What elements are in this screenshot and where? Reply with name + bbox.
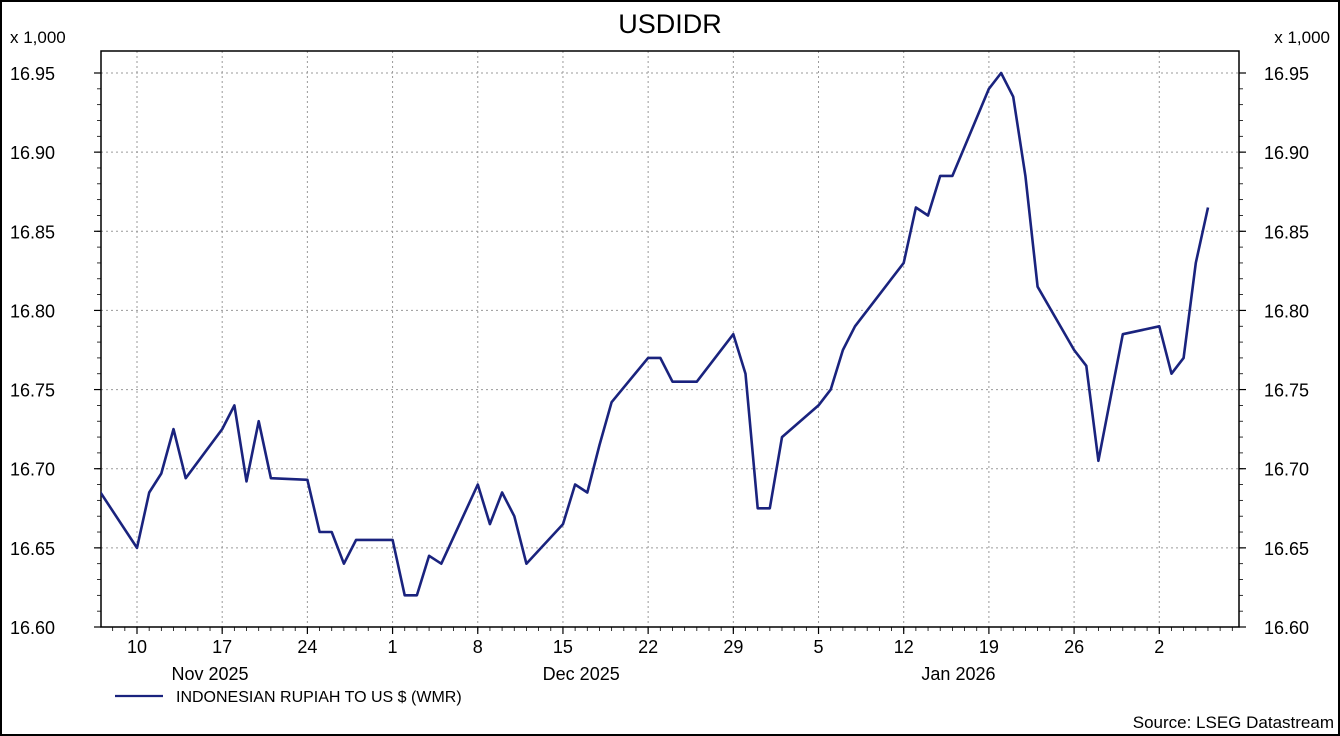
y-tick-label: 16.60 [1264,618,1309,638]
x-tick-label: 26 [1064,637,1084,657]
right-y-axis: 16.95 16.90 16.85 16.80 16.75 16.70 16.65 16.60 [1239,64,1309,638]
source-note: Source: LSEG Datastream [1133,713,1334,732]
x-tick-label: 8 [473,637,483,657]
x-tick-label: 22 [638,637,658,657]
y-tick-label: 16.75 [1264,381,1309,401]
y-tick-label: 16.80 [10,301,55,321]
left-axis-unit: x 1,000 [10,28,66,47]
x-tick-label: 10 [127,637,147,657]
y-tick-label: 16.70 [10,460,55,480]
legend-label: INDONESIAN RUPIAH TO US $ (WMR) [176,689,462,706]
y-tick-label: 16.95 [1264,64,1309,84]
month-label: Jan 2026 [921,664,995,684]
y-tick-label: 16.75 [10,381,55,401]
y-tick-label: 16.85 [1264,222,1309,242]
y-tick-label: 16.90 [1264,143,1309,163]
y-tick-label: 16.85 [10,222,55,242]
y-tick-label: 16.65 [10,539,55,559]
y-tick-label: 16.80 [1264,301,1309,321]
x-tick-label: 1 [388,637,398,657]
x-tick-label: 17 [212,637,232,657]
right-axis-unit: x 1,000 [1274,28,1330,47]
x-tick-label: 29 [723,637,743,657]
y-tick-label: 16.70 [1264,460,1309,480]
x-tick-label: 12 [894,637,914,657]
plot-area [100,50,1240,628]
month-labels: Nov 2025 Dec 2025 Jan 2026 [171,664,995,684]
series-layer [101,71,1210,597]
x-tick-label: 2 [1154,637,1164,657]
x-axis: 10 17 24 1 8 15 22 29 5 12 19 26 2 [112,627,1233,657]
y-tick-label: 16.65 [1264,539,1309,559]
gridlines [101,51,1239,628]
month-label: Nov 2025 [171,664,248,684]
y-tick-label: 16.60 [10,618,55,638]
x-tick-label: 5 [814,637,824,657]
y-tick-label: 16.90 [10,143,55,163]
left-y-axis: 16.95 16.90 16.85 16.80 16.75 16.70 16.65 16.60 [10,64,101,638]
x-tick-label: 24 [297,637,317,657]
x-tick-label: 15 [553,637,573,657]
month-label: Dec 2025 [543,664,620,684]
y-tick-label: 16.95 [10,64,55,84]
chart-title: USDIDR [618,9,722,39]
x-tick-label: 19 [979,637,999,657]
